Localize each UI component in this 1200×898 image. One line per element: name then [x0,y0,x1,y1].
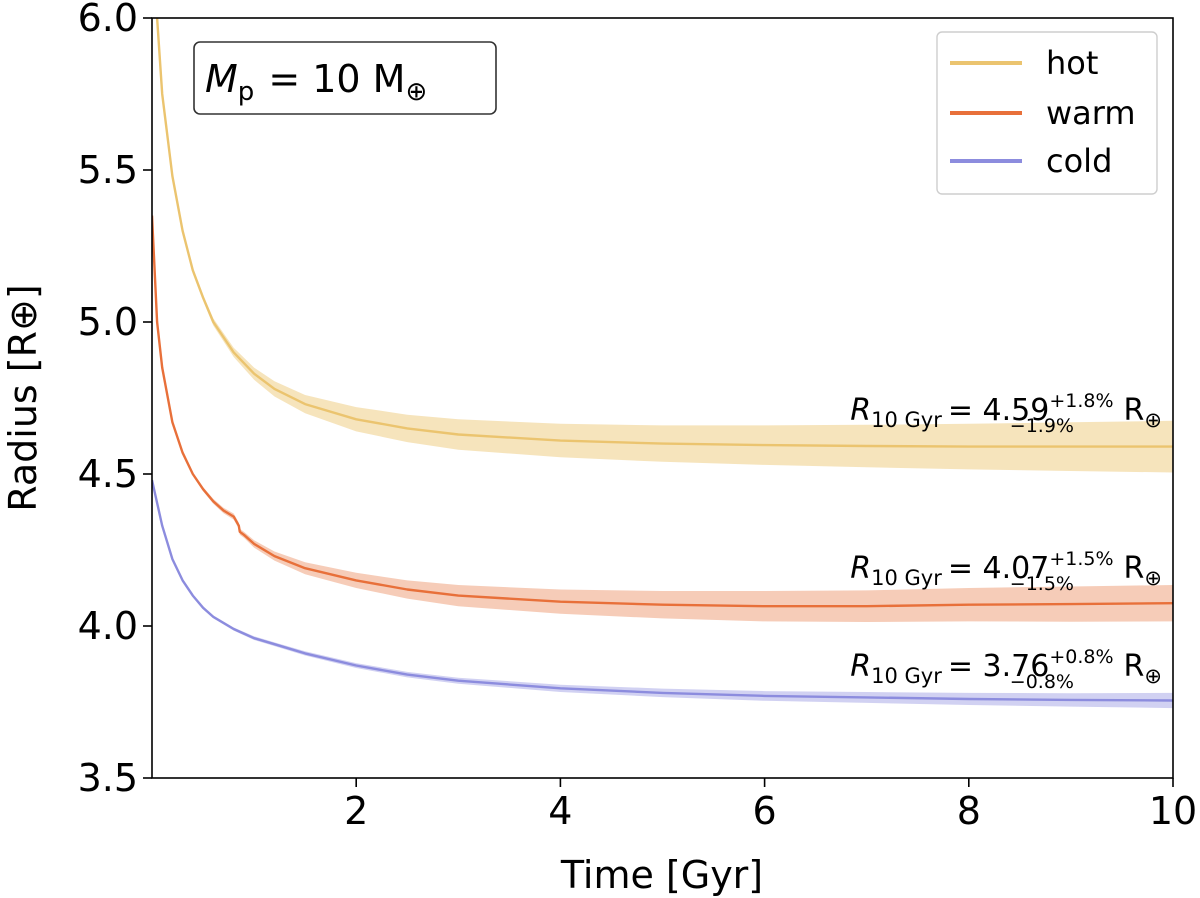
annotation-warm: R10 Gyr = 4.07+1.5% R⊕ −1.5% [850,548,1162,595]
legend-label-hot: hot [1046,44,1098,82]
x-tick-label: 2 [344,789,368,833]
annotation-hot-symbol: R [850,393,871,428]
annotation-cold-unit-sub: ⊕ [1144,664,1162,688]
annotation-hot-sub: 10 Gyr [871,408,942,432]
annotation-cold-unit: R [1124,649,1145,684]
legend-label-cold: cold [1046,142,1112,180]
x-axis-label: Time [Gyr] [560,853,763,897]
annotation-hot-unit-sub: ⊕ [1144,408,1162,432]
annotation-cold-value: = 3.76 [948,649,1049,684]
series-band-hot [157,18,1173,473]
annotation-cold-low: −0.8% [1010,671,1074,693]
annotation-hot-low: −1.9% [1010,415,1074,437]
annotation-warm-sub: 10 Gyr [871,566,942,590]
y-tick-label: 6.0 [78,0,138,40]
mass-label-box: Mp = 10 M⊕ [193,41,497,115]
y-axis-label: Radius [R⊕] [1,284,45,511]
annotation-cold: R10 Gyr = 3.76+0.8% R⊕ −0.8% [850,646,1162,693]
x-tick-label: 8 [957,789,981,833]
annotation-warm-unit: R [1124,551,1145,586]
y-tick-label: 5.0 [78,300,138,344]
mass-unit-subscript: ⊕ [405,77,427,107]
annotation-cold-sub: 10 Gyr [871,664,942,688]
y-tick-label: 4.0 [78,604,138,648]
annotation-hot-value: = 4.59 [948,393,1049,428]
annotation-warm-low: −1.5% [1010,573,1074,595]
annotation-hot-unit: R [1124,393,1145,428]
series-line-warm [152,215,1173,608]
annotation-warm-unit-sub: ⊕ [1144,566,1162,590]
svg-text:Mp= 10 M⊕: Mp = 10 M⊕ [205,57,427,107]
annotation-cold-symbol: R [850,649,871,684]
annotation-cold-sup: +0.8% [1049,646,1113,668]
mass-subscript: p [238,77,255,107]
annotation-warm-value: = 4.07 [948,551,1049,586]
x-tick-label: 10 [1149,789,1197,833]
x-tick-label: 4 [548,789,572,833]
annotation-hot-sup: +1.8% [1049,390,1113,412]
annotation-warm-symbol: R [850,551,871,586]
plot-frame [151,17,1174,779]
mass-value: = 10 M [268,57,405,101]
y-tick-label: 4.5 [78,452,138,496]
annotation-warm-sup: +1.5% [1049,548,1113,570]
series-line-hot [155,18,1173,448]
y-tick-label: 3.5 [78,756,138,800]
svg-text:R10 Gyr= 3.76+0.8%R⊕: R10 Gyr = 3.76+0.8% R⊕ [850,646,1162,688]
y-tick-label: 5.5 [78,148,138,192]
svg-text:R10 Gyr= 4.59+1.8%R⊕: R10 Gyr = 4.59+1.8% R⊕ [850,390,1162,432]
svg-text:R10 Gyr= 4.07+1.5%R⊕: R10 Gyr = 4.07+1.5% R⊕ [850,548,1162,590]
legend-label-warm: warm [1046,94,1136,132]
x-tick-label: 6 [753,789,777,833]
mass-symbol: M [205,57,238,101]
annotation-hot: R10 Gyr = 4.59+1.8% R⊕ −1.9% [850,390,1162,437]
legend: hot warm cold [936,31,1158,195]
series-line-cold [152,479,1173,702]
